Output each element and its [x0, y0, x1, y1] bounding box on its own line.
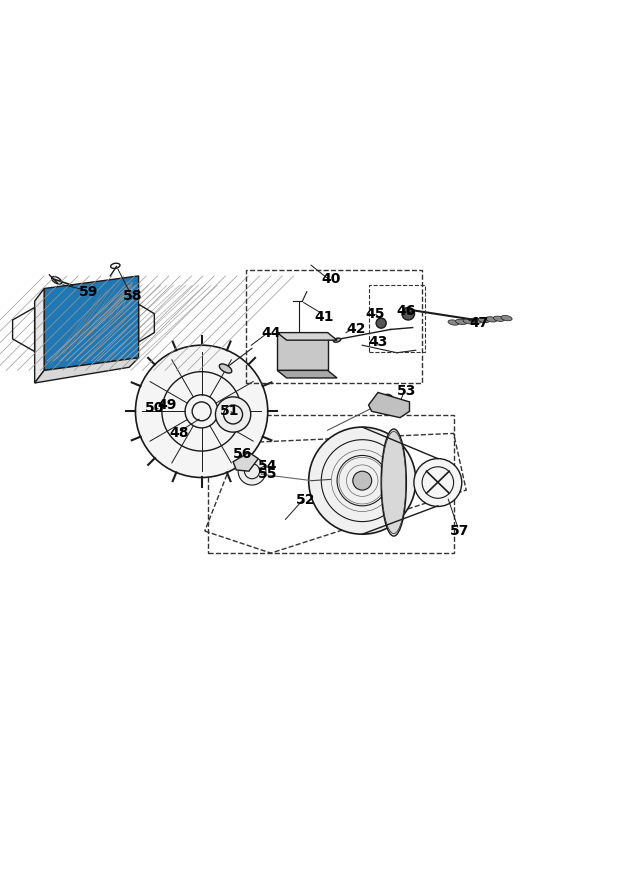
Ellipse shape	[382, 432, 406, 533]
Circle shape	[151, 398, 174, 421]
Polygon shape	[219, 406, 238, 417]
Text: 52: 52	[296, 492, 315, 507]
Circle shape	[164, 400, 179, 415]
Ellipse shape	[478, 318, 490, 323]
Text: 50: 50	[145, 401, 164, 415]
Text: 43: 43	[369, 335, 387, 349]
Polygon shape	[183, 424, 197, 442]
Ellipse shape	[501, 316, 512, 321]
Text: 47: 47	[469, 316, 488, 330]
Polygon shape	[277, 333, 337, 340]
Polygon shape	[183, 380, 197, 399]
Polygon shape	[277, 370, 337, 378]
Polygon shape	[35, 358, 139, 383]
Ellipse shape	[381, 429, 406, 536]
Text: 56: 56	[233, 447, 252, 460]
Ellipse shape	[493, 316, 505, 321]
Polygon shape	[206, 424, 220, 442]
Text: 45: 45	[365, 307, 384, 321]
Circle shape	[402, 308, 415, 320]
Polygon shape	[233, 452, 258, 471]
Circle shape	[135, 345, 268, 477]
Circle shape	[215, 397, 251, 432]
Circle shape	[353, 471, 372, 490]
Text: 59: 59	[79, 285, 98, 299]
Text: 44: 44	[261, 326, 280, 340]
Text: 49: 49	[158, 398, 176, 412]
Polygon shape	[44, 276, 139, 370]
Circle shape	[309, 427, 416, 534]
Ellipse shape	[471, 318, 482, 323]
Text: 42: 42	[346, 322, 365, 336]
Circle shape	[376, 318, 386, 328]
Circle shape	[381, 394, 394, 407]
Ellipse shape	[463, 318, 474, 324]
Text: 41: 41	[315, 310, 334, 324]
Ellipse shape	[448, 320, 459, 326]
Text: 57: 57	[450, 524, 469, 538]
Text: 54: 54	[258, 459, 277, 473]
Text: 46: 46	[397, 303, 416, 318]
Polygon shape	[369, 392, 410, 417]
Text: 53: 53	[397, 384, 416, 398]
Circle shape	[384, 398, 391, 404]
Ellipse shape	[455, 319, 467, 325]
Circle shape	[414, 458, 462, 507]
Polygon shape	[206, 380, 220, 399]
Ellipse shape	[333, 338, 341, 343]
Circle shape	[238, 458, 266, 485]
Ellipse shape	[486, 317, 497, 322]
Polygon shape	[277, 333, 328, 370]
Text: 55: 55	[258, 467, 277, 482]
Text: 51: 51	[220, 404, 239, 418]
Polygon shape	[35, 288, 44, 383]
Polygon shape	[165, 406, 184, 417]
Ellipse shape	[219, 364, 232, 373]
Text: 40: 40	[321, 272, 340, 286]
Text: 48: 48	[170, 426, 189, 441]
Text: 58: 58	[123, 289, 142, 303]
